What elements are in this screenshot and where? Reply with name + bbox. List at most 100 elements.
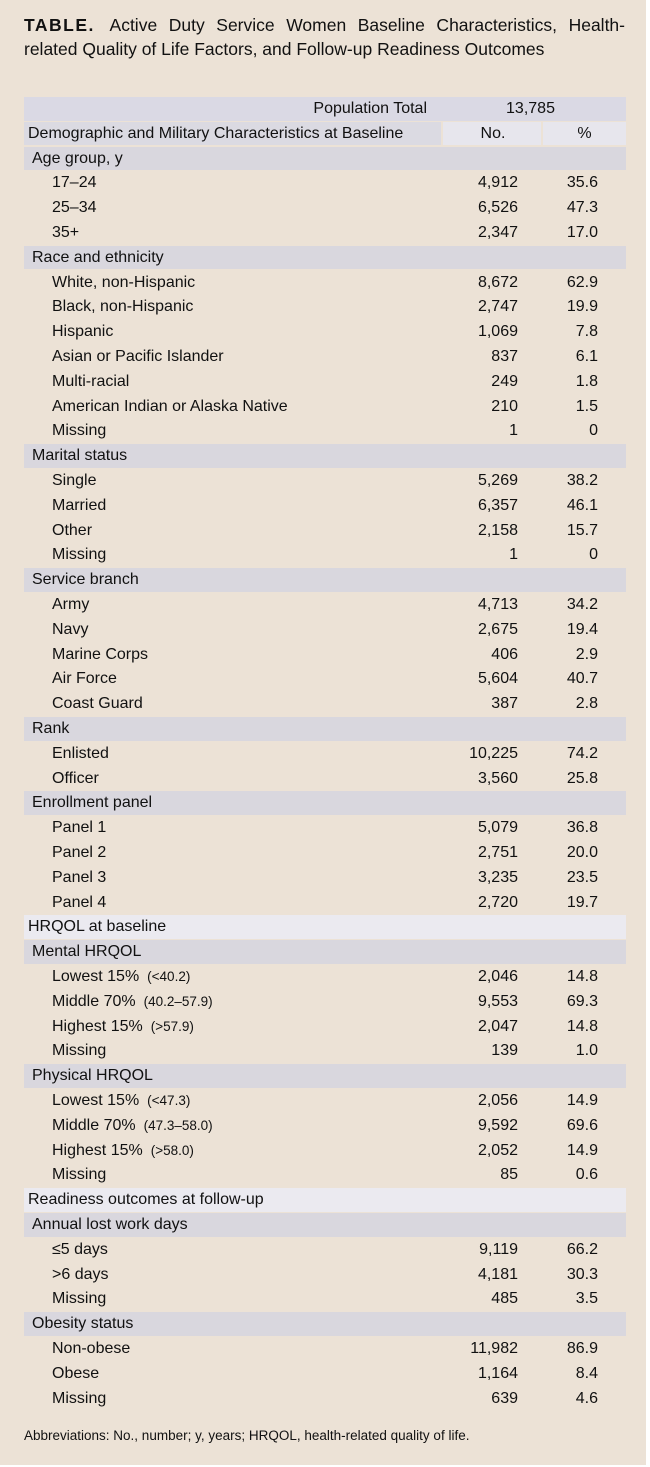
table-title: TABLE. Active Duty Service Women Baselin… bbox=[24, 14, 625, 61]
row-label: Marine Corps bbox=[52, 645, 149, 663]
count: 139 bbox=[491, 1042, 518, 1060]
count: 2,056 bbox=[477, 1092, 518, 1109]
row-label: 25–34 bbox=[52, 199, 97, 217]
count: 8,672 bbox=[477, 273, 518, 291]
percent: 47.3 bbox=[566, 199, 598, 217]
row-label: ≤5 days bbox=[52, 1240, 108, 1258]
percent: 25.8 bbox=[566, 769, 598, 787]
row-range: (<47.3) bbox=[147, 1093, 191, 1108]
percent: 62.9 bbox=[566, 273, 598, 291]
percent: 1.5 bbox=[575, 397, 598, 415]
row-label: Obese bbox=[52, 1364, 100, 1382]
percent: 2.8 bbox=[575, 695, 598, 713]
percent: 7.8 bbox=[575, 323, 598, 341]
group-title: Annual lost work days bbox=[32, 1216, 188, 1233]
row-label: American Indian or Alaska Native bbox=[52, 397, 288, 415]
row-label: Other bbox=[52, 521, 93, 539]
count: 837 bbox=[491, 348, 518, 365]
group-band bbox=[24, 940, 626, 964]
percent: 1.0 bbox=[575, 1042, 598, 1060]
percent: 19.7 bbox=[566, 893, 598, 911]
percent: 17.0 bbox=[566, 224, 598, 241]
percent: 2.9 bbox=[575, 645, 598, 663]
group-title: Rank bbox=[32, 720, 70, 737]
percent: 66.2 bbox=[566, 1240, 598, 1258]
row-label: Missing bbox=[52, 1290, 107, 1308]
percent: 74.2 bbox=[566, 744, 598, 762]
count: 4,713 bbox=[477, 596, 518, 613]
row-label: White, non-Hispanic bbox=[52, 273, 196, 291]
percent: 38.2 bbox=[566, 472, 598, 489]
percent: 4.6 bbox=[575, 1389, 598, 1407]
row-label: Coast Guard bbox=[52, 695, 143, 713]
row-label: Missing bbox=[52, 546, 107, 564]
count: 6,526 bbox=[477, 199, 518, 217]
count: 639 bbox=[491, 1389, 518, 1407]
count: 1 bbox=[509, 422, 518, 440]
header-band bbox=[24, 121, 441, 146]
header-band bbox=[443, 121, 541, 146]
section-heading: Readiness outcomes at follow-up bbox=[28, 1191, 264, 1209]
group-title: Physical HRQOL bbox=[32, 1067, 153, 1085]
section-band bbox=[24, 1188, 626, 1212]
percent: 46.1 bbox=[566, 496, 598, 514]
count: 10,225 bbox=[469, 744, 518, 762]
percent: 36.8 bbox=[566, 819, 598, 837]
group-title: Race and ethnicity bbox=[32, 248, 164, 266]
count: 2,751 bbox=[477, 844, 518, 861]
row-label: Highest 15% (>57.9) bbox=[52, 1017, 194, 1035]
count: 387 bbox=[491, 695, 518, 713]
header-band bbox=[543, 121, 626, 146]
row-label: Black, non-Hispanic bbox=[52, 298, 194, 316]
percent: 19.9 bbox=[566, 298, 598, 316]
count: 406 bbox=[491, 645, 518, 663]
section-heading: HRQOL at baseline bbox=[28, 918, 167, 936]
percent: 23.5 bbox=[566, 868, 598, 886]
percent: 34.2 bbox=[566, 596, 598, 613]
group-band bbox=[24, 1213, 626, 1237]
group-band bbox=[24, 717, 626, 741]
percent: 0.6 bbox=[575, 1166, 598, 1184]
count: 2,747 bbox=[477, 298, 518, 316]
row-label: Multi-racial bbox=[52, 372, 130, 390]
percent: 0 bbox=[589, 546, 598, 564]
group-title: Age group, y bbox=[32, 149, 123, 167]
row-label: Panel 1 bbox=[52, 819, 107, 837]
percent: 20.0 bbox=[566, 844, 598, 861]
percent: 6.1 bbox=[575, 348, 598, 365]
count: 2,052 bbox=[477, 1141, 518, 1159]
percent: 30.3 bbox=[566, 1265, 598, 1283]
group-band bbox=[24, 1312, 626, 1336]
group-title: Obesity status bbox=[32, 1315, 134, 1333]
count: 5,079 bbox=[477, 819, 518, 837]
population-label: Population Total bbox=[313, 100, 427, 117]
count: 4,181 bbox=[477, 1265, 518, 1283]
count: 9,119 bbox=[479, 1240, 518, 1258]
group-band bbox=[24, 245, 626, 270]
row-label: Non-obese bbox=[52, 1340, 131, 1357]
row-range: (40.2–57.9) bbox=[143, 993, 213, 1009]
count: 85 bbox=[500, 1166, 518, 1184]
row-label: Missing bbox=[52, 1389, 107, 1407]
column-header: No. bbox=[480, 124, 506, 142]
row-label: Missing bbox=[52, 1166, 107, 1184]
count: 2,675 bbox=[477, 620, 518, 638]
count: 3,560 bbox=[477, 769, 518, 787]
row-label: Lowest 15% (<40.2) bbox=[52, 968, 191, 985]
count: 9,553 bbox=[477, 992, 518, 1010]
row-label: Middle 70% (47.3–58.0) bbox=[52, 1116, 213, 1134]
count: 210 bbox=[491, 397, 518, 415]
percent: 14.9 bbox=[566, 1141, 598, 1159]
row-label: >6 days bbox=[52, 1265, 109, 1283]
percent: 1.8 bbox=[575, 372, 598, 390]
row-label: Asian or Pacific Islander bbox=[52, 348, 224, 365]
section-band bbox=[24, 915, 626, 939]
group-band bbox=[24, 1064, 626, 1088]
percent: 69.6 bbox=[566, 1116, 598, 1134]
count: 4,912 bbox=[477, 174, 518, 192]
percent: 0 bbox=[589, 422, 598, 440]
count: 1 bbox=[509, 546, 518, 564]
count: 6,357 bbox=[477, 496, 518, 514]
row-label: Highest 15% (>58.0) bbox=[52, 1141, 194, 1159]
row-label: Panel 3 bbox=[52, 868, 107, 886]
